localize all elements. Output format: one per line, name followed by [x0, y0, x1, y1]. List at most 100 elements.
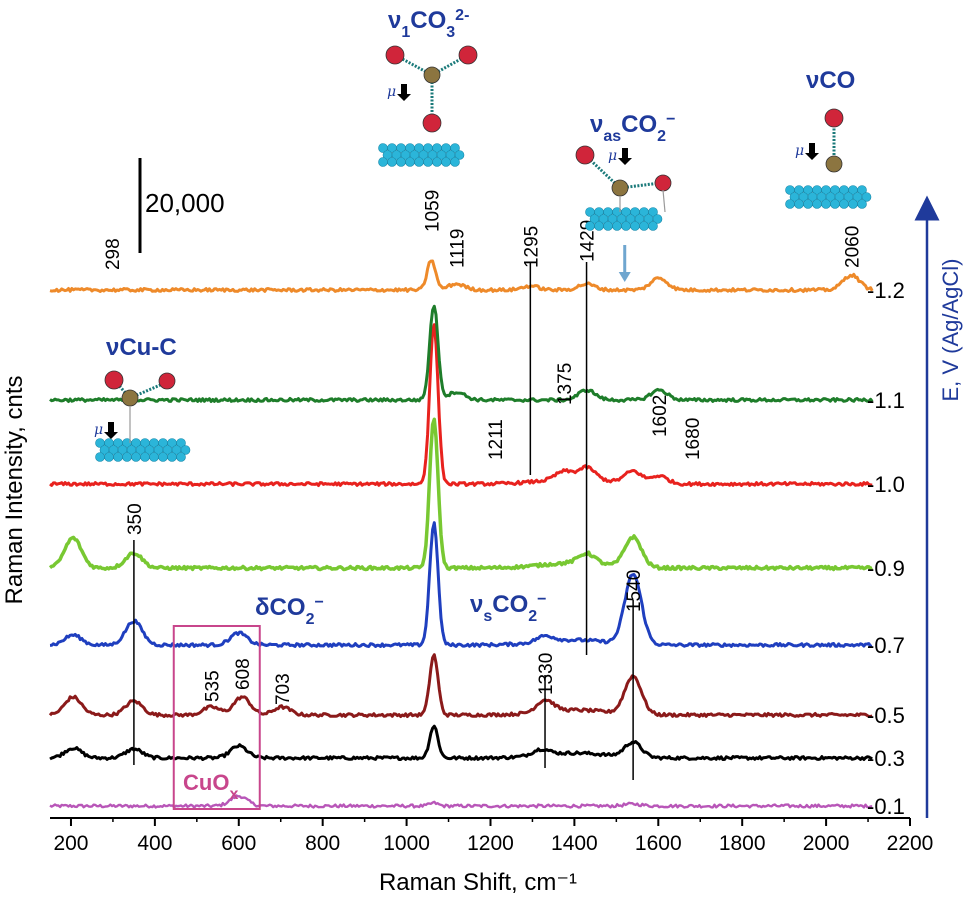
x-tick-label: 1600	[635, 832, 682, 855]
dipole-arrow-icon	[618, 148, 632, 165]
surface-atom	[454, 150, 465, 160]
peak-label: 608	[233, 658, 254, 690]
band-label-dco2: δCO2−	[255, 594, 324, 628]
dipole-arrow-icon	[805, 143, 819, 160]
peak-label: 1429	[578, 220, 599, 262]
spectrum--0.5	[48, 653, 873, 718]
x-axis-title: Raman Shift, cm⁻¹	[379, 869, 577, 896]
carbon-atom	[825, 155, 843, 173]
surface-atom	[158, 452, 168, 462]
peak-label: 1540	[624, 570, 645, 612]
y-axis-title: Raman Intensity, cnts	[1, 376, 28, 605]
surface-atom	[612, 221, 622, 231]
potential-label: -0.5	[867, 703, 905, 728]
surface-atom	[450, 157, 460, 167]
surface-atom	[131, 452, 141, 462]
bond	[129, 381, 166, 400]
peak-label: 703	[273, 673, 294, 705]
oxygen-atom	[158, 372, 176, 390]
surface-atom	[122, 452, 132, 462]
peak-label: 1602	[650, 395, 671, 437]
scale-bar-label: 20,000	[145, 188, 225, 218]
band-label-vasco2: νasCO2−	[590, 111, 675, 145]
peak-label: 1375	[555, 363, 576, 405]
band-label-v1co3: ν1CO32-	[388, 7, 469, 41]
peak-label: 1295	[521, 226, 542, 268]
peak-label: 1211	[486, 419, 507, 460]
peak-label: 350	[125, 503, 146, 535]
surface-atom	[180, 445, 191, 455]
x-tick-label: 1200	[467, 832, 514, 855]
spectrum--0.7	[49, 521, 873, 648]
surface-atom	[585, 221, 595, 231]
cuox-box	[172, 625, 261, 810]
surface-atom	[652, 214, 663, 224]
potential-label: -0.9	[867, 556, 905, 581]
band-label-vco: νCO	[806, 67, 855, 94]
oxygen-atom	[824, 108, 844, 128]
potential-label: -1.2	[867, 278, 905, 303]
surface-atom	[639, 221, 649, 231]
spectrum--1.0	[49, 323, 873, 487]
x-tick-label: 200	[53, 832, 88, 855]
potential-axis-title: E, V (Ag/AgCl)	[938, 258, 963, 401]
carbon-atom	[121, 389, 139, 407]
bond	[662, 189, 666, 213]
surface-atom	[149, 452, 159, 462]
dipole-arrow-icon	[104, 422, 118, 439]
potential-label: -1.0	[867, 472, 905, 497]
x-tick-label: 800	[305, 832, 340, 855]
adsorbate-diagrams: μ μ μ μ	[94, 45, 872, 462]
surface-atom	[387, 157, 397, 167]
peak-label: 298	[103, 238, 124, 270]
surface-atom	[648, 221, 658, 231]
surface-atom	[176, 452, 186, 462]
peak-label: 1330	[536, 653, 557, 695]
peak-lines-group	[133, 262, 634, 810]
dipole-label: μ	[608, 148, 617, 164]
spectrum--0.9	[48, 417, 873, 572]
x-tick-label: 1800	[719, 832, 766, 855]
oxygen-atom	[385, 45, 405, 65]
spectrum--1.2	[49, 259, 874, 293]
oxygen-atom	[654, 174, 672, 192]
surface-atom	[414, 157, 424, 167]
band-label-vcuc: νCu-C	[106, 334, 177, 361]
surface-atom	[441, 157, 451, 167]
dipole-label: μ	[387, 84, 396, 100]
peak-label: 1119	[448, 229, 469, 268]
x-tick-label: 2000	[803, 832, 850, 855]
oxygen-atom	[422, 113, 442, 133]
x-tick-label: 600	[221, 832, 256, 855]
oxygen-atom	[575, 145, 595, 165]
dipole-arrow-icon	[397, 84, 411, 101]
surface-atom	[830, 199, 840, 209]
peak-label: 535	[203, 670, 224, 702]
surface-atom	[140, 452, 150, 462]
x-tick-label: 1000	[383, 832, 430, 855]
carbon-atom	[423, 66, 441, 84]
surface-atom	[396, 157, 406, 167]
surface-atom	[839, 199, 849, 209]
surface-atom	[848, 199, 858, 209]
potential-label: -0.3	[867, 746, 905, 771]
x-tick-label: 2200	[887, 832, 934, 855]
surface-atom	[621, 221, 631, 231]
surface-atom	[113, 452, 123, 462]
dipole-label: μ	[795, 143, 804, 159]
potential-label: -1.1	[867, 388, 905, 413]
labels-group: -0.1 -0.3 -0.5 -0.7 -0.9 -1.0 -1.1 -1.2 298 350 53…	[103, 7, 905, 820]
peak-label: 2060	[842, 226, 863, 268]
carbon-atom	[611, 179, 629, 197]
surface-atom	[378, 157, 388, 167]
x-tick-label: 1400	[551, 832, 598, 855]
x-tick-label: 400	[137, 832, 172, 855]
surface-atom	[794, 199, 804, 209]
surface-atom	[594, 221, 604, 231]
surface-atom	[857, 199, 867, 209]
surface-atom	[603, 221, 613, 231]
surface-atom	[648, 207, 658, 217]
spectrum--0.1	[49, 794, 873, 809]
axes-group: 200 400 600 800 1000 1200 1400 1600 1800 2000 2200…	[1, 158, 963, 896]
